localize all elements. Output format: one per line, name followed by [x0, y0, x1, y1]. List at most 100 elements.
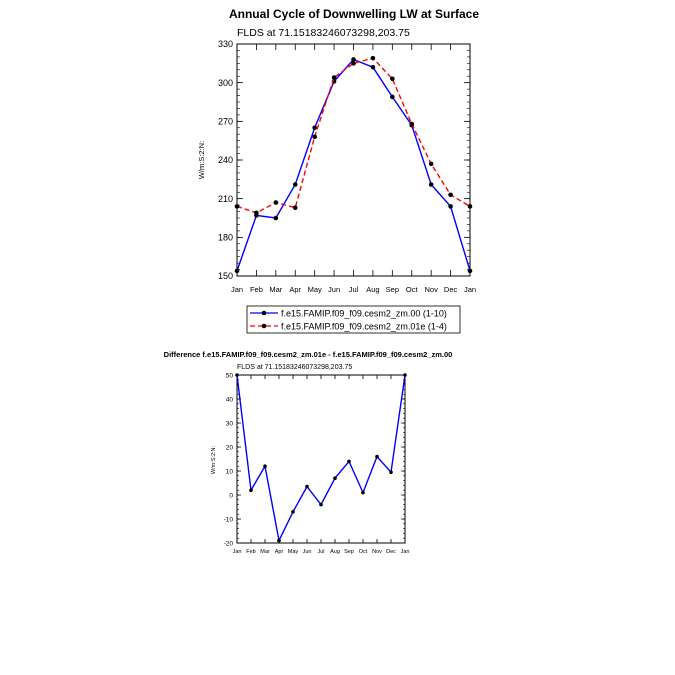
chart1-series-1-point	[234, 268, 240, 274]
annual-cycle-chart: Annual Cycle of Downwelling LW at Surfac…	[197, 7, 479, 334]
chart2-y-tick-label: 40	[226, 396, 234, 403]
chart1-series-2-point	[390, 76, 395, 82]
chart1-series	[234, 55, 473, 274]
chart1-x-tick-label: May	[308, 285, 322, 294]
legend-label-series2: f.e15.FAMIP.f09_f09.cesm2_zm.01e (1-4)	[281, 322, 447, 332]
chart1-series-1-point	[467, 268, 473, 274]
chart2-series-1-point	[235, 373, 239, 377]
legend-box	[246, 305, 461, 334]
chart2-series-1-point	[291, 510, 295, 514]
chart1-series-1-point	[351, 57, 356, 62]
chart1-y-tick-label: 300	[218, 78, 233, 88]
chart1-y-tick-labels: 150 180 210 240 270 300 330	[218, 39, 233, 281]
chart1-y-tick-label: 210	[218, 194, 233, 204]
chart1-x-tick-label: Mar	[269, 285, 282, 294]
chart1-x-tick-label: Jan	[464, 285, 476, 294]
legend-label-series1: f.e15.FAMIP.f09_f09.cesm2_zm.00 (1-10)	[281, 309, 447, 319]
chart2-x-tick-label: Feb	[246, 549, 255, 555]
chart2-y-tick-label: 0	[229, 492, 233, 499]
chart2-x-tick-label: Sep	[344, 549, 354, 555]
chart2-y-tick-labels: -20 -10 0 10 20 30 40 50	[224, 372, 234, 547]
chart1-y-axis-label: W/m:S:2:N:	[197, 141, 206, 179]
chart1-series-2-point	[409, 121, 415, 127]
chart2-series-1-point	[305, 484, 309, 489]
chart1-series-1-line	[236, 58, 471, 272]
chart2-x-tick-label: May	[288, 549, 299, 555]
chart2-x-tick-label: Oct	[359, 549, 368, 555]
chart2-y-axis-label: W/m:S:2:N:	[211, 445, 217, 474]
chart2-series-1-point	[263, 464, 267, 469]
chart1-series-2-point	[292, 205, 298, 210]
chart2-x-tick-label: Jul	[317, 549, 324, 555]
chart2-series-1-point	[403, 373, 407, 377]
chart1-x-tick-labels: Jan Feb Mar Apr May Jun Jul Aug Sep Oct Nov Dec Jan	[231, 285, 476, 294]
chart2-x-tick-label: Mar	[260, 549, 270, 555]
chart1-ticks	[236, 43, 471, 277]
chart2-series-1-point	[319, 502, 323, 507]
chart1-series-2-point	[467, 204, 473, 209]
chart1-series-1-point	[370, 64, 376, 70]
chart2-title: Difference f.e15.FAMIP.f09_f09.cesm2_zm.…	[164, 350, 453, 359]
chart1-series-2-point	[370, 55, 376, 61]
chart2-series-1-point	[347, 459, 351, 464]
chart2-series-1-point	[333, 476, 337, 481]
chart1-subtitle: FLDS at 71.15183246073298,203.75	[237, 27, 410, 39]
chart2-x-tick-labels: Jan Feb Mar Apr May Jun Jul Aug Sep Oct Nov Dec Jan	[233, 549, 410, 555]
chart1-series-2-point	[312, 134, 317, 140]
chart1-x-tick-label: Sep	[386, 285, 399, 294]
chart2-x-tick-label: Jun	[303, 549, 312, 555]
chart1-y-tick-label: 240	[218, 155, 233, 165]
legend-marker-series2	[261, 323, 267, 329]
chart1-series-2-point	[273, 200, 279, 205]
chart1-y-tick-label: 180	[218, 232, 233, 242]
chart1-y-tick-label: 270	[218, 116, 233, 126]
chart1-series-2-point	[234, 204, 240, 209]
chart1-x-tick-label: Jul	[349, 285, 359, 294]
chart2-y-tick-label: -10	[224, 516, 234, 523]
chart2-y-tick-label: 20	[226, 444, 234, 451]
chart2-x-tick-label: Apr	[275, 549, 284, 555]
chart2-x-tick-label: Jan	[233, 549, 242, 555]
chart1-x-tick-label: Apr	[289, 285, 301, 294]
chart2-series-1-point	[375, 454, 379, 459]
chart2-x-tick-label: Dec	[386, 549, 396, 555]
legend-marker-series1	[261, 310, 267, 316]
chart2-x-tick-label: Jan	[401, 549, 410, 555]
chart1-plot-frame	[236, 43, 471, 277]
chart2-x-tick-label: Aug	[330, 549, 340, 555]
chart1-x-tick-label: Jun	[328, 285, 340, 294]
chart1-series-2-point	[428, 161, 434, 167]
difference-chart: Difference f.e15.FAMIP.f09_f09.cesm2_zm.…	[164, 350, 453, 555]
chart2-series-1-point	[361, 490, 365, 495]
chart2-series-1-point	[249, 488, 253, 493]
chart1-y-tick-label: 330	[218, 39, 233, 49]
chart1-series-1-point	[273, 215, 279, 221]
chart1-title: Annual Cycle of Downwelling LW at Surfac…	[229, 7, 479, 21]
chart1-series-1-point	[312, 125, 317, 131]
chart1-x-tick-label: Aug	[366, 285, 379, 294]
chart1-x-tick-label: Dec	[444, 285, 458, 294]
chart2-subtitle: FLDS at 71.15183246073298,203.75	[237, 364, 352, 371]
chart1-x-tick-label: Oct	[406, 285, 419, 294]
chart2-y-tick-label: 50	[226, 372, 234, 379]
chart2-series-1-point	[277, 538, 281, 543]
chart1-series-2-point	[331, 75, 337, 80]
chart1-series-2-point	[351, 61, 356, 66]
chart2-y-tick-label: 30	[226, 420, 234, 427]
chart2-series-1-point	[389, 470, 393, 475]
chart1-series-1-point	[448, 204, 453, 209]
chart1-series-1-point	[390, 94, 395, 100]
chart1-legend: f.e15.FAMIP.f09_f09.cesm2_zm.00 (1-10) f…	[246, 305, 461, 334]
chart1-series-2-point	[254, 210, 259, 216]
chart2-y-tick-label: 10	[226, 468, 234, 475]
chart1-series-2-point	[448, 192, 453, 198]
chart2-series	[235, 373, 407, 543]
chart1-x-tick-label: Nov	[424, 285, 438, 294]
chart2-series-1-line	[236, 374, 406, 543]
chart1-y-tick-label: 150	[218, 271, 233, 281]
chart1-series-1-point	[428, 182, 434, 187]
chart1-x-tick-label: Jan	[231, 285, 243, 294]
chart2-x-tick-label: Nov	[372, 549, 382, 555]
chart1-x-tick-label: Feb	[250, 285, 263, 294]
